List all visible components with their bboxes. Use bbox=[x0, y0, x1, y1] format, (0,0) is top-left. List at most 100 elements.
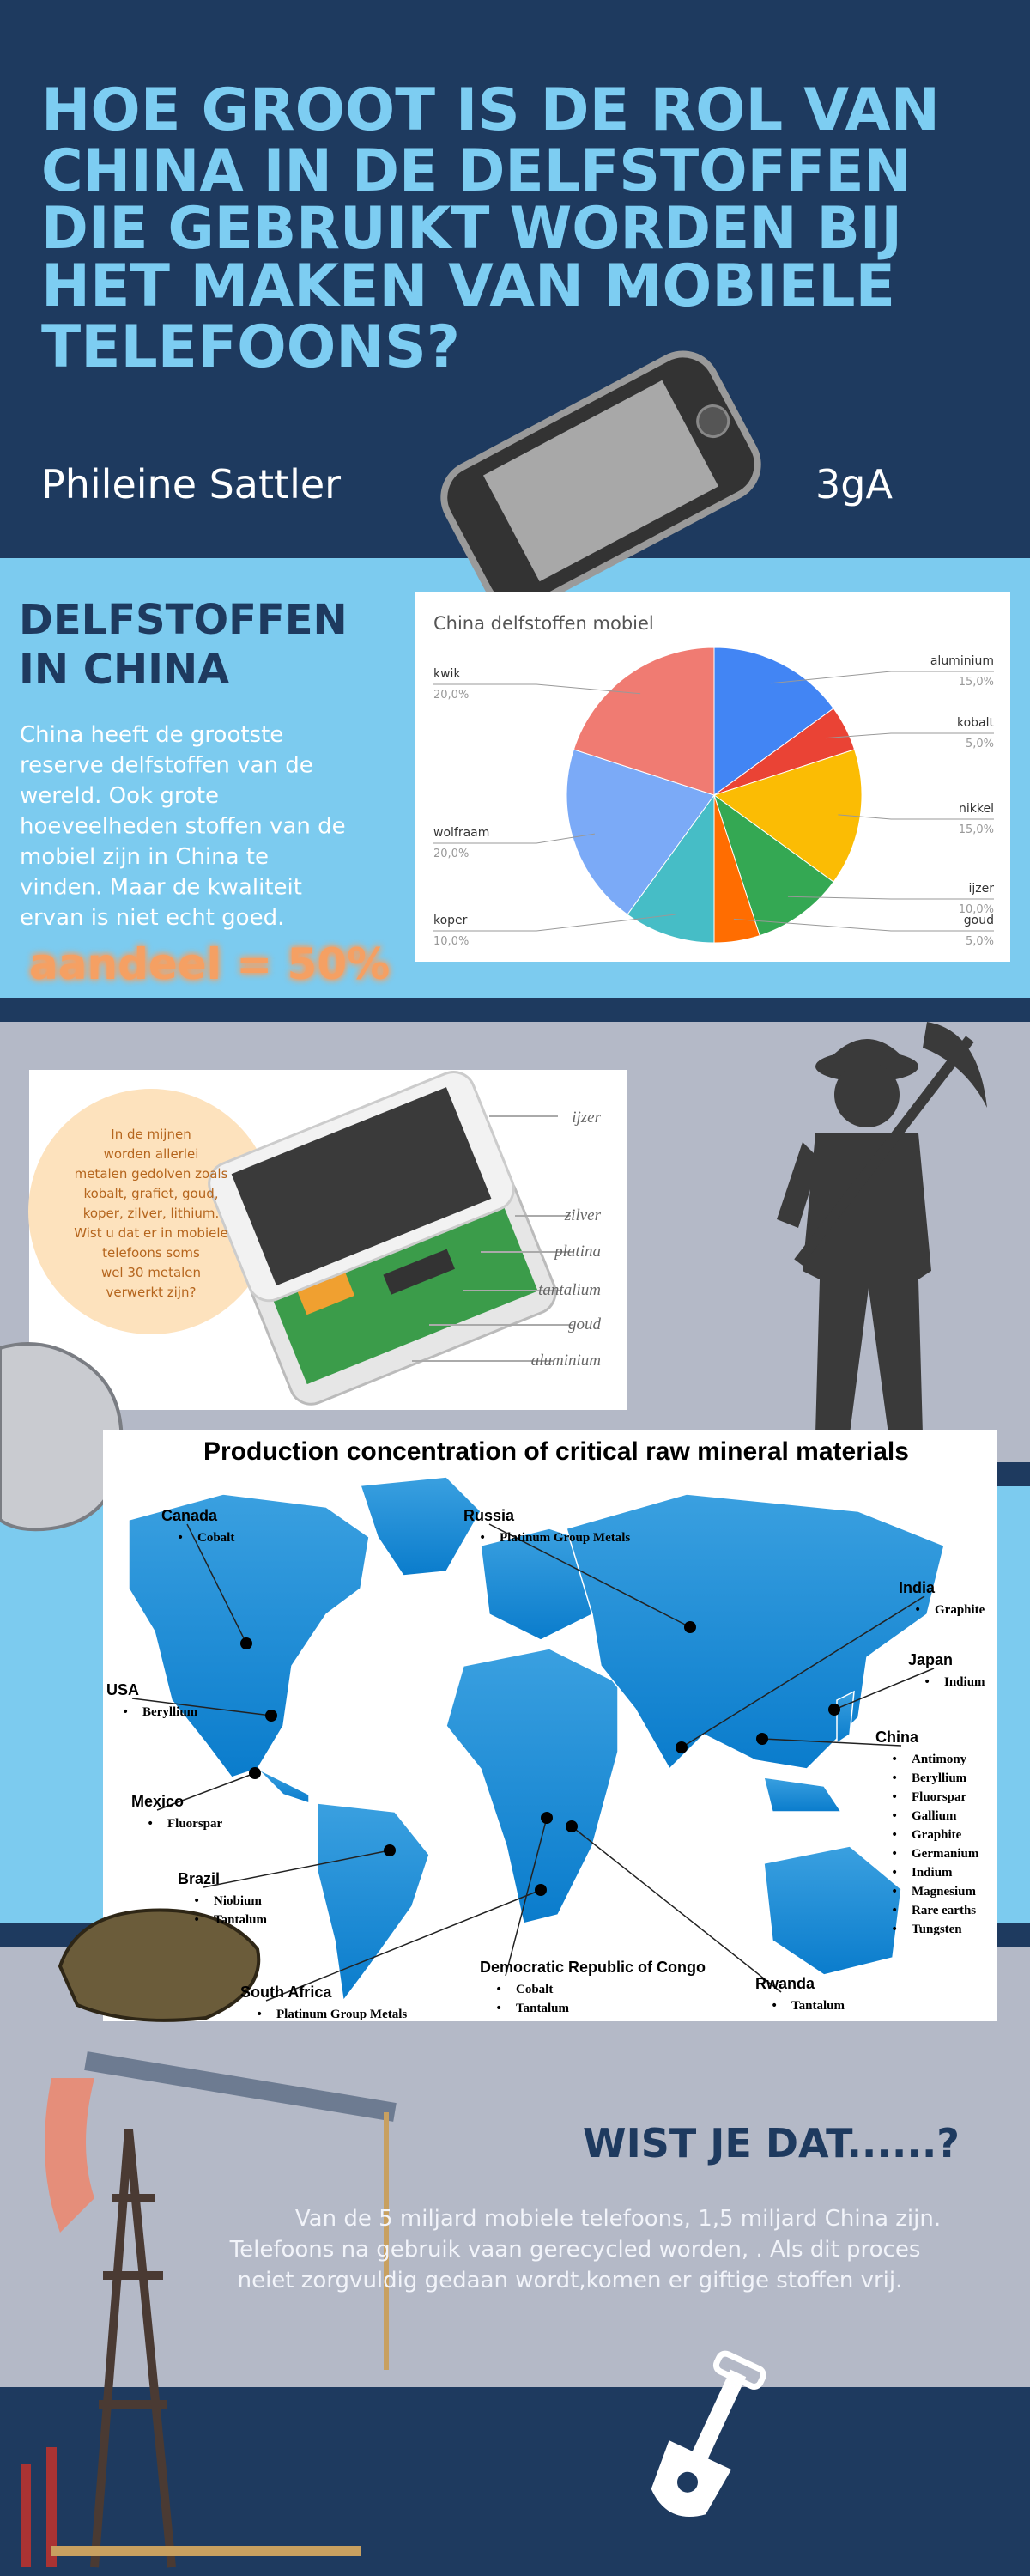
bubble-line: wel 30 metalen bbox=[101, 1265, 201, 1280]
country-name: China bbox=[876, 1728, 919, 1746]
country-dot bbox=[384, 1844, 396, 1856]
mineral: Magnesium bbox=[912, 1885, 977, 1899]
author: Phileine Sattler bbox=[41, 461, 341, 507]
country-name: Canada bbox=[161, 1507, 218, 1524]
slice-label: koper bbox=[433, 914, 468, 927]
mineral: Rare earths bbox=[912, 1904, 976, 1917]
mineral: Platinum Group Metals bbox=[500, 1531, 630, 1545]
country-dot bbox=[828, 1704, 840, 1716]
paragraph-line: hoeveelheden stoffen van de bbox=[20, 814, 346, 840]
slice-value: 5,0% bbox=[966, 935, 994, 948]
part-label: tantalium bbox=[538, 1281, 601, 1299]
shovel-icon bbox=[651, 2350, 766, 2518]
bullet: • bbox=[891, 1885, 898, 1899]
title-line: CHINA IN DE DELFSTOFFEN bbox=[41, 137, 912, 205]
pointer-line bbox=[505, 1817, 548, 1977]
paragraph-line: ervan is niet echt goed. bbox=[20, 905, 284, 931]
map-title: Production concentration of critical raw… bbox=[203, 1437, 909, 1466]
mineral: Germanium bbox=[912, 1847, 979, 1861]
bullet: • bbox=[891, 1904, 898, 1917]
country-dot bbox=[249, 1767, 261, 1779]
bullet: • bbox=[193, 1894, 200, 1908]
mineral: Tungsten bbox=[912, 1923, 962, 1936]
share: aandeel = 50% bbox=[29, 939, 390, 989]
pie-slice bbox=[712, 749, 863, 883]
leader-line bbox=[826, 732, 994, 739]
country-dot bbox=[756, 1733, 768, 1745]
mineral: Tantalum bbox=[516, 2002, 569, 2015]
mineral: Beryllium bbox=[912, 1771, 967, 1785]
bullet: • bbox=[891, 1753, 898, 1766]
country-dot bbox=[265, 1710, 277, 1722]
slice-value: 15,0% bbox=[959, 676, 994, 689]
slice-value: 20,0% bbox=[433, 689, 469, 702]
mineral: Platinum Group Metals bbox=[276, 2008, 407, 2021]
country-dot bbox=[240, 1637, 252, 1649]
slice-label: kobalt bbox=[957, 716, 995, 730]
pie-slice bbox=[627, 793, 715, 944]
pointer-line bbox=[681, 1595, 925, 1748]
mineral: Tantalum bbox=[791, 1999, 845, 2013]
country-name: South Africa bbox=[240, 1984, 332, 2001]
bullet: • bbox=[122, 1705, 129, 1719]
diagram-leaders bbox=[412, 1115, 573, 1362]
bullet: • bbox=[177, 1531, 184, 1545]
mineral: Graphite bbox=[912, 1828, 962, 1842]
class: 3gA bbox=[815, 461, 893, 507]
bullet: • bbox=[479, 1531, 486, 1545]
miner bbox=[777, 1022, 987, 1434]
slice-label: kwik bbox=[433, 667, 461, 681]
slice-value: 5,0% bbox=[966, 738, 994, 750]
paragraph-line: reserve delfstoffen van de bbox=[20, 753, 313, 779]
bubble-line: kobalt, grafiet, goud, bbox=[83, 1186, 218, 1201]
country-name: USA bbox=[106, 1681, 139, 1698]
facts-line: Telefoons na gebruik vaan gerecycled wor… bbox=[229, 2237, 921, 2263]
facts-heading: WIST JE DAT......? bbox=[583, 2120, 960, 2166]
paragraph-line: vinden. Maar de kwaliteit bbox=[20, 875, 302, 901]
slice-value: 10,0% bbox=[959, 903, 994, 916]
title-line: HOE GROOT IS DE ROL VAN bbox=[41, 76, 940, 144]
bullet: • bbox=[924, 1675, 930, 1689]
pointer-line bbox=[761, 1738, 902, 1747]
pie-slice bbox=[573, 647, 715, 796]
bubble-line: Wist u dat er in mobiele bbox=[74, 1225, 227, 1241]
leader-line bbox=[433, 683, 641, 695]
paragraph-line: mobiel zijn in China te bbox=[20, 844, 269, 870]
bullet: • bbox=[891, 1809, 898, 1823]
bullet: • bbox=[256, 2008, 263, 2021]
mineral: Antimony bbox=[912, 1753, 967, 1766]
bubble-line: koper, zilver, lithium. bbox=[83, 1206, 220, 1221]
mineral: Fluorspar bbox=[167, 1817, 223, 1831]
slice-label: goud bbox=[964, 914, 994, 927]
paragraph-line: China heeft de grootste bbox=[20, 722, 283, 748]
mineral: Cobalt bbox=[516, 1983, 553, 1996]
facts-line: neiet zorgvuldig gedaan wordt,komen er g… bbox=[238, 2268, 903, 2293]
pyrite bbox=[58, 1908, 261, 2022]
pointer-line bbox=[488, 1523, 691, 1628]
mineral: Indium bbox=[912, 1866, 953, 1880]
title-line: TELEFOONS? bbox=[41, 313, 460, 381]
section-heading: IN CHINA bbox=[19, 646, 229, 694]
world-map bbox=[128, 1476, 945, 2002]
bullet: • bbox=[147, 1817, 154, 1831]
leader-line bbox=[733, 918, 994, 932]
bubble bbox=[28, 1089, 274, 1334]
country-name: Japan bbox=[908, 1651, 953, 1668]
country-dot bbox=[535, 1884, 547, 1896]
pointer-line bbox=[156, 1772, 256, 1811]
country-name: India bbox=[899, 1579, 936, 1596]
bullet: • bbox=[771, 1999, 778, 2013]
slice-value: 10,0% bbox=[433, 935, 469, 948]
pie-slice bbox=[566, 749, 715, 915]
mineral: Gallium bbox=[912, 1809, 957, 1823]
bubble-line: In de mijnen bbox=[111, 1127, 191, 1142]
bullet: • bbox=[891, 1828, 898, 1842]
bullet: • bbox=[495, 1983, 502, 1996]
bullet: • bbox=[193, 1913, 200, 1927]
pie-slice bbox=[713, 647, 834, 796]
leader-line bbox=[433, 833, 596, 844]
pointer-line bbox=[571, 1826, 782, 1993]
country-name: Rwanda bbox=[755, 1975, 815, 1992]
